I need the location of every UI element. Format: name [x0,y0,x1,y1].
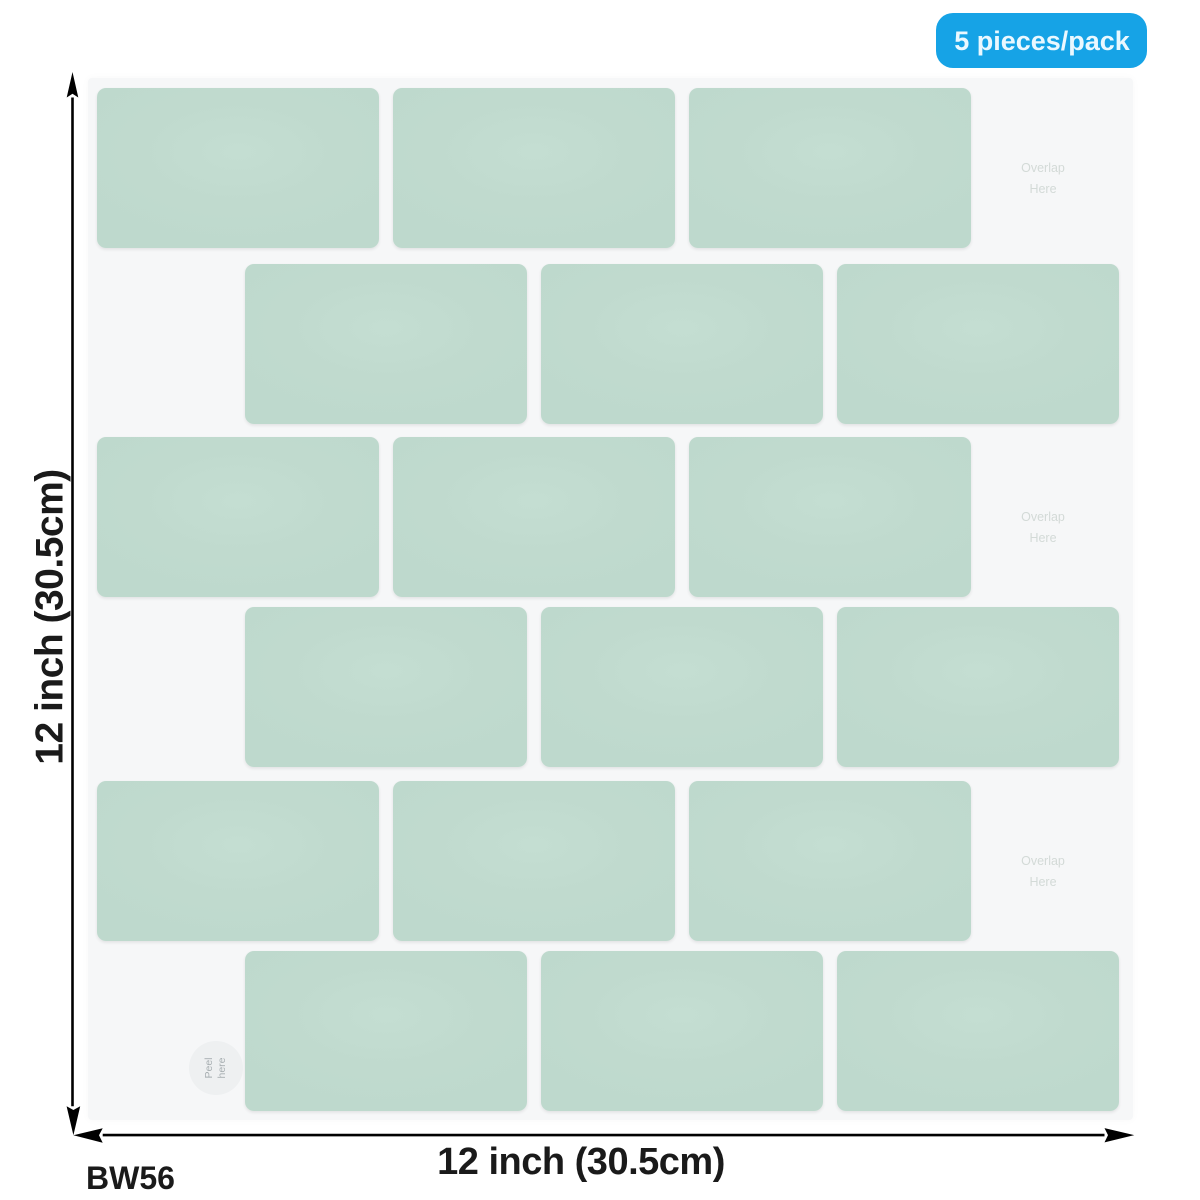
svg-text:5 pieces/pack: 5 pieces/pack [954,26,1131,56]
